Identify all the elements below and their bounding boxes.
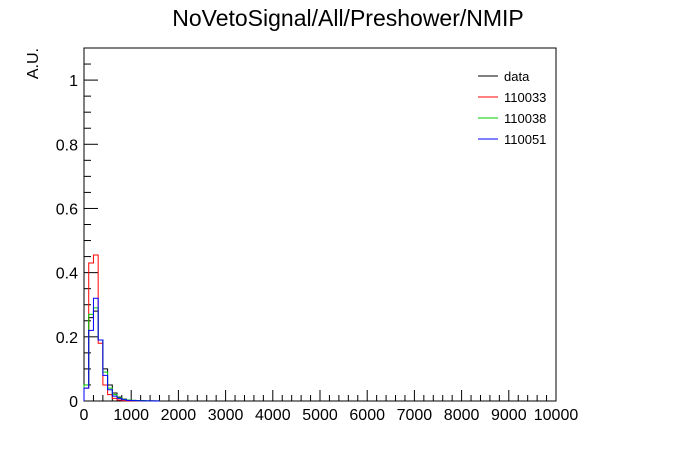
y-tick-label: 1 <box>69 73 78 90</box>
y-tick-label: 0.2 <box>56 330 78 347</box>
y-tick-label: 0.4 <box>56 266 78 283</box>
series-110051 <box>83 297 161 402</box>
x-tick-label: 7000 <box>397 407 433 424</box>
x-tick-label: 4000 <box>255 407 291 424</box>
x-tick-label: 0 <box>80 407 89 424</box>
legend-label: 110051 <box>504 132 546 147</box>
y-tick-label: 0.6 <box>56 201 78 218</box>
series-110033 <box>83 254 160 402</box>
x-tick-label: 6000 <box>349 407 385 424</box>
series-data <box>83 310 161 402</box>
legend-label: 110033 <box>504 90 546 105</box>
x-tick-label: 1000 <box>113 407 149 424</box>
y-tick-label: 0.8 <box>56 137 78 154</box>
x-tick-label: 2000 <box>161 407 197 424</box>
y-axis-label: A.U. <box>25 48 42 79</box>
legend-label: data <box>504 69 530 84</box>
y-tick-label: 0 <box>69 394 78 411</box>
series-110038 <box>83 307 161 402</box>
plot-frame <box>83 47 557 402</box>
x-tick-label: 8000 <box>444 407 480 424</box>
chart-title: NoVetoSignal/All/Preshower/NMIP <box>172 5 524 31</box>
x-tick-label: 5000 <box>302 407 338 424</box>
legend-label: 110038 <box>504 111 546 126</box>
x-tick-label: 9000 <box>491 407 527 424</box>
axis-ticks: 0 1000 2000 3000 4000 5000 6000 7000 8000 9000 100… <box>56 47 579 424</box>
x-tick-label: 10000 <box>534 407 579 424</box>
histogram-lines <box>83 254 161 402</box>
x-tick-label: 3000 <box>208 407 244 424</box>
legend: data 110033 110038 110051 <box>478 69 546 147</box>
